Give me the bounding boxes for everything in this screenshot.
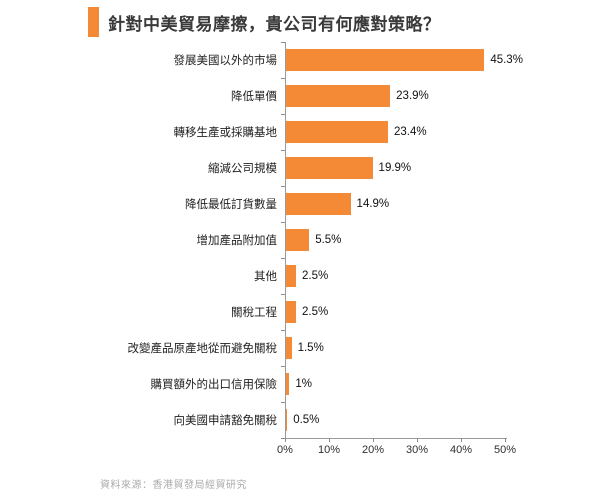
x-axis-tick-label: 0% (277, 444, 293, 456)
bar (285, 157, 373, 179)
x-axis-tick-label: 10% (317, 444, 341, 456)
bar-area: 19.9% (285, 157, 545, 179)
chart-header: 針對中美貿易摩擦，貴公司有何應對策略？ (88, 7, 441, 37)
category-label: 降低最低訂貨數量 (185, 199, 277, 211)
bar (285, 409, 288, 431)
category-label: 增加產品附加值 (196, 235, 278, 247)
x-axis-tick-label: 20% (361, 444, 385, 456)
x-axis-tick-label: 50% (493, 444, 517, 456)
bar-area: 23.9% (285, 85, 545, 107)
bar-area: 5.5% (285, 229, 545, 251)
bar (285, 121, 388, 143)
title-accent-bar (88, 7, 99, 37)
value-label: 2.5% (302, 270, 329, 282)
bar (285, 85, 391, 107)
bar-area: 1% (285, 373, 545, 395)
bar (285, 301, 296, 323)
chart-row: 購買額外的出口信用保險 1% (93, 366, 573, 402)
y-tick (281, 366, 285, 367)
chart-row: 改變產品原產地從而避免關稅 1.5% (93, 330, 573, 366)
x-tick (505, 438, 506, 442)
bar-area: 0.5% (285, 409, 545, 431)
y-tick (281, 222, 285, 223)
value-label: 1.5% (297, 342, 324, 354)
y-tick (281, 258, 285, 259)
value-label: 2.5% (302, 306, 329, 318)
value-label: 5.5% (315, 234, 342, 246)
category-label: 降低單價 (231, 91, 277, 103)
category-label: 轉移生產或採購基地 (173, 127, 278, 139)
chart-row: 轉移生產或採購基地 23.4% (93, 114, 573, 150)
y-axis-line (285, 42, 286, 438)
chart-title: 針對中美貿易摩擦，貴公司有何應對策略？ (108, 14, 441, 34)
value-label: 14.9% (356, 198, 390, 210)
category-label: 向美國申請豁免關稅 (173, 415, 278, 427)
category-label: 其他 (254, 271, 277, 283)
chart-rows: 發展美國以外的市場 45.3% 降低單價 23.9% 轉移生產或採購基地 23.4% 縮減公… (93, 42, 573, 438)
y-tick (281, 438, 285, 439)
x-tick (285, 438, 286, 442)
category-label: 發展美國以外的市場 (173, 55, 278, 67)
x-axis-line (285, 438, 507, 439)
y-tick (281, 42, 285, 43)
bar (285, 49, 485, 71)
bar-area: 2.5% (285, 265, 545, 287)
value-label: 23.9% (396, 90, 429, 102)
chart-row: 增加產品附加值 5.5% (93, 222, 573, 258)
chart-row: 發展美國以外的市場 45.3% (93, 42, 573, 78)
bar (285, 337, 292, 359)
bar-area: 1.5% (285, 337, 545, 359)
bar-chart: 發展美國以外的市場 45.3% 降低單價 23.9% 轉移生產或採購基地 23.4% 縮減公… (93, 42, 573, 482)
chart-row: 關稅工程 2.5% (93, 294, 573, 330)
category-label: 購買額外的出口信用保險 (150, 379, 278, 391)
x-tick (417, 438, 418, 442)
chart-row: 其他 2.5% (93, 258, 573, 294)
category-label: 改變產品原產地從而避免關稅 (127, 343, 278, 355)
value-label: 19.9% (378, 162, 412, 174)
y-tick (281, 150, 285, 151)
bar-area: 14.9% (285, 193, 545, 215)
y-tick (281, 114, 285, 115)
bar (285, 373, 290, 395)
source-note: 資料來源：香港貿發局經貿研究 (100, 480, 247, 491)
x-axis-tick-label: 40% (449, 444, 473, 456)
category-label: 關稅工程 (231, 307, 277, 319)
chart-row: 縮減公司規模 19.9% (93, 150, 573, 186)
y-tick (281, 186, 285, 187)
value-label: 45.3% (490, 54, 523, 66)
chart-row: 向美國申請豁免關稅 0.5% (93, 402, 573, 438)
chart-row: 降低單價 23.9% (93, 78, 573, 114)
bar-area: 23.4% (285, 121, 545, 143)
chart-row: 降低最低訂貨數量 14.9% (93, 186, 573, 222)
x-tick (373, 438, 374, 442)
bar (285, 193, 351, 215)
bar-area: 45.3% (285, 49, 545, 71)
bar-area: 2.5% (285, 301, 545, 323)
y-tick (281, 294, 285, 295)
category-label: 縮減公司規模 (208, 163, 277, 175)
x-tick (461, 438, 462, 442)
y-tick (281, 330, 285, 331)
value-label: 0.5% (293, 414, 320, 426)
x-axis-tick-label: 30% (405, 444, 429, 456)
x-tick (329, 438, 330, 442)
bar (285, 229, 310, 251)
value-label: 23.4% (393, 126, 427, 138)
y-tick (281, 78, 285, 79)
value-label: 1% (295, 378, 313, 390)
bar (285, 265, 296, 287)
y-tick (281, 402, 285, 403)
